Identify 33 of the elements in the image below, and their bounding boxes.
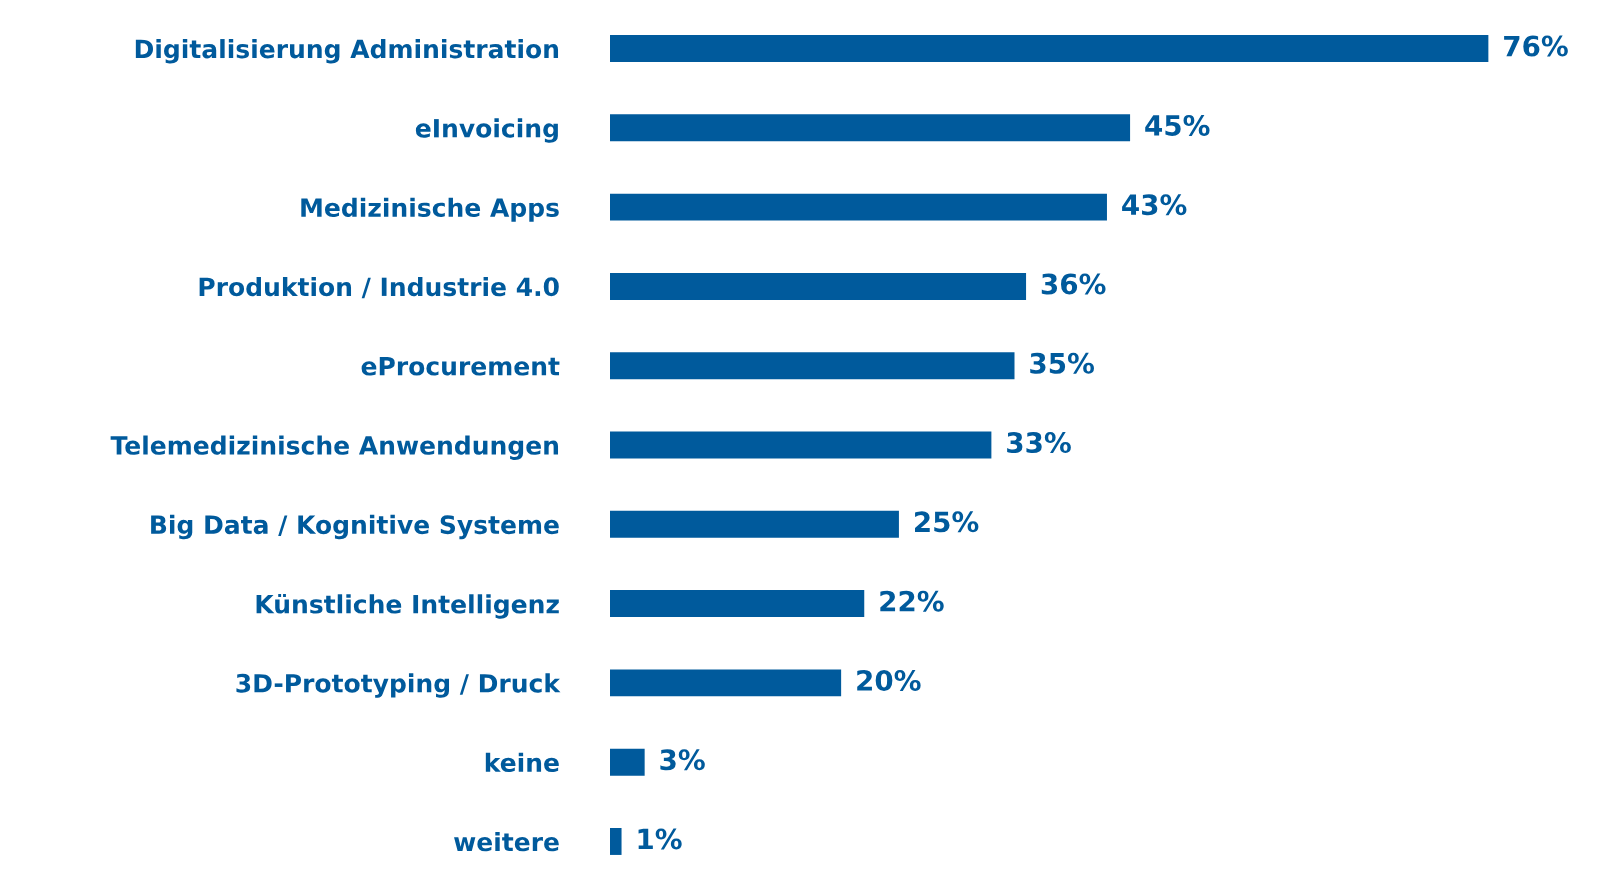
y-tick-label: Produktion / Industrie 4.0	[199, 276, 559, 299]
bar	[609, 193, 1107, 221]
bar	[609, 352, 1015, 380]
data-label: 33%	[1007, 432, 1071, 454]
bar	[609, 748, 645, 776]
data-label: 43%	[1122, 194, 1187, 216]
data-label: 1%	[638, 828, 682, 850]
data-label: 20%	[857, 669, 921, 691]
y-tick-label: Künstliche Intelligenz	[256, 593, 559, 619]
data-label: 25%	[915, 511, 979, 533]
data-label: 36%	[1041, 273, 1106, 295]
bar	[609, 35, 1489, 63]
y-tick-label: Big Data / Kognitive Systeme	[151, 514, 559, 540]
bar	[609, 827, 622, 855]
y-tick-label: weitere	[454, 831, 559, 852]
y-tick-label: eProcurement	[361, 356, 560, 376]
y-tick-label: Telemedizinische Anwendungen	[110, 435, 559, 460]
y-tick-label: Medizinische Apps	[301, 197, 559, 222]
bar	[609, 114, 1131, 142]
data-label: 45%	[1145, 114, 1210, 136]
data-label: 3%	[660, 749, 705, 771]
y-tick-label: Digitalisierung Administration	[135, 39, 559, 64]
data-label: 76%	[1504, 35, 1568, 57]
y-tick-label: 3D-Prototyping / Druck	[236, 673, 561, 698]
data-label: 22%	[880, 590, 944, 612]
bar	[609, 590, 865, 618]
bar	[609, 431, 992, 459]
y-tick-label: keine	[485, 752, 559, 773]
y-tick-label: eInvoicing	[415, 118, 558, 143]
data-label: 35%	[1030, 352, 1094, 374]
bar	[609, 510, 899, 538]
bar	[609, 669, 842, 697]
bar	[609, 272, 1027, 300]
